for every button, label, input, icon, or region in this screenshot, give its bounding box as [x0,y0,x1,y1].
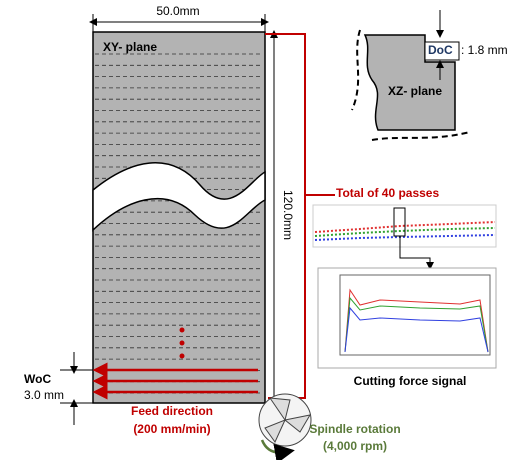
length-label: 120.0mm [281,190,295,240]
feed-label: Feed direction [131,404,213,418]
spindle-value: (4,000 rpm) [323,439,387,453]
signal-detail [317,267,497,369]
width-label: 50.0mm [156,4,199,18]
woc-dimension [60,352,93,425]
doc-value: : 1.8 mm [461,43,508,57]
xz-plane-label: XZ- plane [388,84,442,98]
doc-label: DoC [428,43,453,57]
spindle-label: Spindle rotation [309,422,400,436]
workpiece: XY- plane [92,31,266,404]
passes-label: Total of 40 passes [336,186,439,200]
xy-plane-label: XY- plane [103,40,157,54]
feed-value: (200 mm/min) [133,422,210,436]
end-mill [258,393,312,460]
woc-label: WoC [24,372,51,386]
woc-value: 3.0 mm [24,388,64,402]
signal-caption: Cutting force signal [354,374,467,388]
signal-overview [312,204,497,270]
cross-section [351,10,471,141]
pass-arrows [92,362,258,400]
